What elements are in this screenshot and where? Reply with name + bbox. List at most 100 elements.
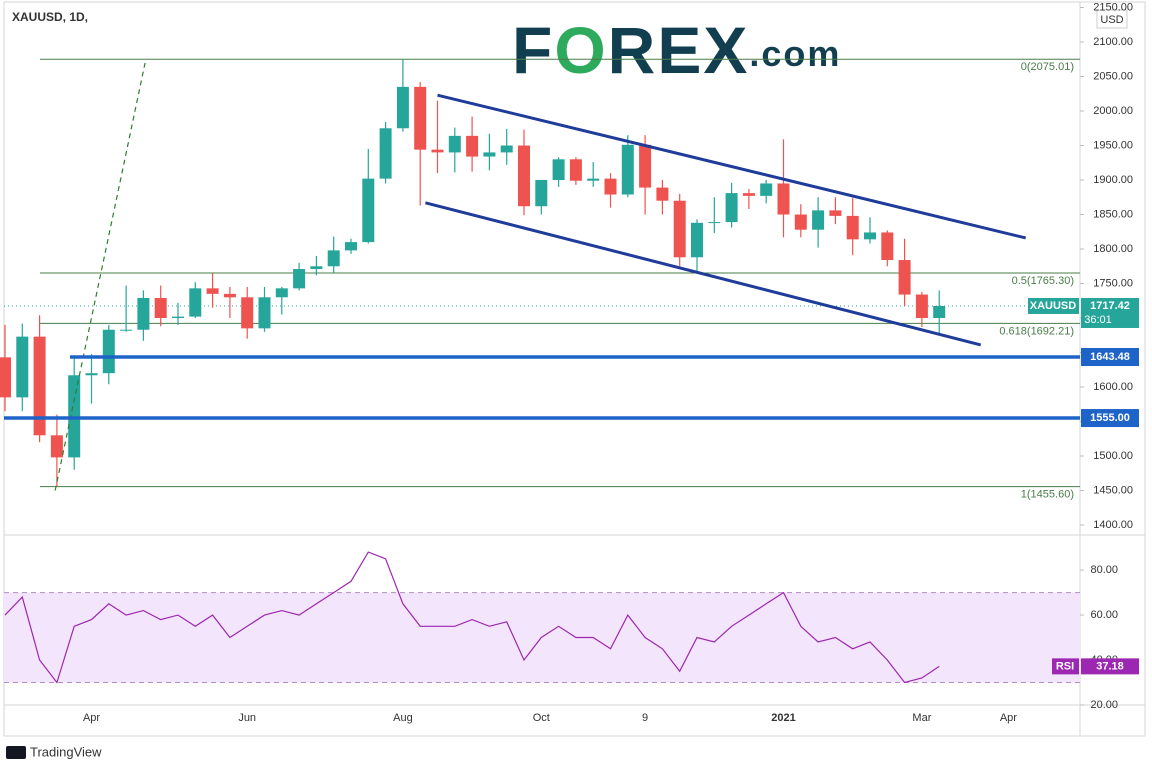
candle-body [760, 183, 773, 196]
candle-body [500, 145, 513, 153]
candle-body [708, 222, 721, 224]
support-tag [1081, 348, 1139, 367]
rsi-y-tick-label: 60.00 [1090, 609, 1118, 621]
fib-label: 1(1455.60) [1021, 489, 1074, 501]
candle-body [241, 297, 254, 329]
candle-body [345, 242, 357, 251]
candle-body [846, 215, 859, 240]
currency: USD [1100, 14, 1123, 26]
candle-body [639, 144, 652, 188]
logo-part: .com [749, 33, 841, 74]
candle-body [933, 305, 946, 319]
candle-body [777, 183, 790, 215]
y-tick-label: 1900.00 [1093, 174, 1133, 186]
logo-part: O [554, 13, 607, 87]
candle-body [742, 193, 755, 196]
candle-body [50, 435, 63, 458]
support-tag [1081, 409, 1139, 428]
candle-body [223, 293, 236, 298]
x-tick-label: Mar [912, 712, 931, 724]
chart-title: XAUUSD, 1D, [12, 10, 88, 24]
candle-body [829, 210, 842, 216]
candle-body [362, 178, 375, 243]
price-tag-label: 1717.42 [1090, 300, 1130, 312]
candle-body [587, 178, 600, 181]
y-tick-label: 1600.00 [1093, 381, 1133, 393]
y-tick-label: 1400.00 [1093, 519, 1133, 531]
y-tick-label: 1500.00 [1093, 450, 1133, 462]
candle-body [569, 159, 582, 181]
candle-body [137, 297, 150, 330]
x-tick-label: Jun [238, 712, 256, 724]
currency-box [1096, 9, 1128, 29]
candle-body [379, 128, 392, 179]
price-tag [1081, 297, 1139, 328]
symbol-tag-label: XAUUSD [1030, 300, 1077, 312]
candle-body [33, 336, 46, 436]
y-tick-label: 1950.00 [1093, 139, 1133, 151]
y-tick-label: 2050.00 [1093, 70, 1133, 82]
fib-label: 0(2075.01) [1021, 61, 1074, 73]
candle-body [327, 250, 340, 267]
logo-part: REX [608, 13, 750, 87]
rsi-name-tag [1052, 658, 1079, 675]
candle-body [881, 232, 894, 261]
candle-body [448, 135, 461, 153]
candle-body [691, 222, 703, 258]
candle-body [483, 152, 496, 157]
candle-body [518, 145, 530, 207]
x-tick-label: 2021 [771, 712, 795, 724]
footer-logo: TradingView [6, 744, 102, 759]
y-tick-label: 2000.00 [1093, 105, 1133, 117]
candle-body [172, 316, 184, 319]
y-tick-label: 2150.00 [1093, 1, 1133, 13]
symbol-tag [1028, 297, 1079, 314]
candle-body [275, 288, 288, 298]
candle-body [102, 329, 115, 374]
candle-body [656, 187, 669, 201]
x-tick-label: Oct [533, 712, 550, 724]
trendline [437, 93, 1027, 240]
candle-body [621, 144, 634, 195]
rsi-y-tick-label: 80.00 [1090, 564, 1118, 576]
candle-body [396, 86, 409, 129]
candle-body [466, 135, 479, 157]
candle-body [189, 288, 202, 317]
trendline [425, 201, 982, 347]
candle-body [206, 288, 219, 294]
candle-body [431, 149, 444, 153]
rsi-line [4, 551, 940, 684]
y-tick-label: 1450.00 [1093, 484, 1133, 496]
candle-body [0, 357, 11, 398]
candle-body [120, 329, 133, 331]
logo: FOREX.com [512, 13, 841, 87]
candle-body [293, 269, 306, 289]
y-tick-label: 1800.00 [1093, 243, 1133, 255]
candle-body [310, 266, 323, 270]
candle-body [535, 180, 548, 207]
candle-body [154, 297, 167, 319]
logo-part: F [512, 13, 554, 87]
candle-body [673, 200, 686, 258]
x-tick-label: Apr [83, 712, 100, 724]
x-tick-label: Aug [393, 712, 413, 724]
x-tick-label: Apr [1000, 712, 1017, 724]
footer-text: TradingView [30, 744, 102, 759]
rsi-value: 37.18 [1096, 660, 1124, 672]
candle-body [414, 86, 427, 150]
candle-body [552, 159, 565, 181]
candle-body [725, 193, 738, 223]
candle-body [898, 260, 911, 295]
candle-body [812, 210, 825, 230]
x-tick-label: 9 [642, 712, 648, 724]
support-tag-label: 1643.48 [1090, 351, 1130, 363]
candle-body [794, 214, 807, 230]
rsi-value-tag [1081, 658, 1139, 675]
y-tick-label: 2100.00 [1093, 36, 1133, 48]
candle-body [864, 232, 876, 240]
candle-body [85, 373, 98, 376]
fib-label: 0.618(1692.21) [999, 325, 1074, 337]
fib-label: 0.5(1765.30) [1012, 275, 1074, 287]
candle-body [915, 294, 928, 319]
